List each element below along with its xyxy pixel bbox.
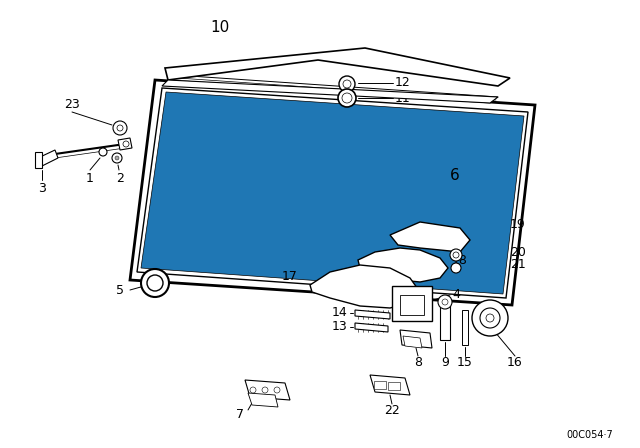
Polygon shape xyxy=(390,222,470,252)
Text: 12: 12 xyxy=(395,77,411,90)
Text: 5: 5 xyxy=(116,284,124,297)
Circle shape xyxy=(438,295,452,309)
Circle shape xyxy=(339,76,355,92)
Text: 00C054·7: 00C054·7 xyxy=(566,430,613,440)
Circle shape xyxy=(453,252,459,258)
Circle shape xyxy=(343,80,351,88)
Polygon shape xyxy=(141,92,524,294)
Text: 2: 2 xyxy=(116,172,124,185)
Polygon shape xyxy=(38,150,58,166)
Polygon shape xyxy=(400,330,432,348)
Text: 8: 8 xyxy=(414,356,422,369)
Circle shape xyxy=(451,263,461,273)
Text: 16: 16 xyxy=(507,356,523,369)
Text: 6: 6 xyxy=(450,168,460,182)
Polygon shape xyxy=(248,393,278,407)
Polygon shape xyxy=(310,265,420,308)
Circle shape xyxy=(486,314,494,322)
Circle shape xyxy=(480,308,500,328)
Bar xyxy=(374,381,386,389)
Bar xyxy=(388,382,400,390)
Circle shape xyxy=(262,387,268,393)
Text: 3: 3 xyxy=(38,181,46,194)
Polygon shape xyxy=(370,375,410,395)
Polygon shape xyxy=(130,80,535,305)
Text: 13: 13 xyxy=(332,320,347,333)
Text: 22: 22 xyxy=(384,404,400,417)
Circle shape xyxy=(112,153,122,163)
Text: 7: 7 xyxy=(236,409,244,422)
Text: 23: 23 xyxy=(64,99,80,112)
Circle shape xyxy=(274,387,280,393)
Polygon shape xyxy=(355,323,388,332)
Polygon shape xyxy=(118,138,132,150)
Circle shape xyxy=(472,300,508,336)
Text: 20: 20 xyxy=(510,246,526,258)
Bar xyxy=(392,286,432,321)
Text: 15: 15 xyxy=(457,356,473,369)
Text: 21: 21 xyxy=(510,258,525,271)
Polygon shape xyxy=(403,336,422,348)
Circle shape xyxy=(338,89,356,107)
Polygon shape xyxy=(355,310,390,319)
Polygon shape xyxy=(162,80,498,103)
Polygon shape xyxy=(165,48,510,86)
Polygon shape xyxy=(137,88,528,298)
Text: 17: 17 xyxy=(282,271,298,284)
Text: 11: 11 xyxy=(395,91,411,104)
Circle shape xyxy=(99,148,107,156)
Polygon shape xyxy=(440,305,450,340)
Circle shape xyxy=(450,249,462,261)
Text: 18: 18 xyxy=(452,254,468,267)
Text: 10: 10 xyxy=(211,21,230,35)
Circle shape xyxy=(123,141,129,147)
Circle shape xyxy=(250,387,256,393)
Polygon shape xyxy=(462,310,468,345)
Circle shape xyxy=(115,156,119,160)
Circle shape xyxy=(342,93,352,103)
Circle shape xyxy=(442,299,448,305)
Bar xyxy=(400,295,424,315)
Text: 14: 14 xyxy=(332,306,347,319)
Polygon shape xyxy=(35,152,42,168)
Circle shape xyxy=(141,269,169,297)
Text: 1: 1 xyxy=(86,172,94,185)
Text: 19: 19 xyxy=(510,219,525,232)
Text: 9: 9 xyxy=(441,356,449,369)
Polygon shape xyxy=(358,248,448,282)
Text: 4: 4 xyxy=(452,289,460,302)
Polygon shape xyxy=(245,380,290,400)
Circle shape xyxy=(147,275,163,291)
Circle shape xyxy=(113,121,127,135)
Circle shape xyxy=(117,125,123,131)
